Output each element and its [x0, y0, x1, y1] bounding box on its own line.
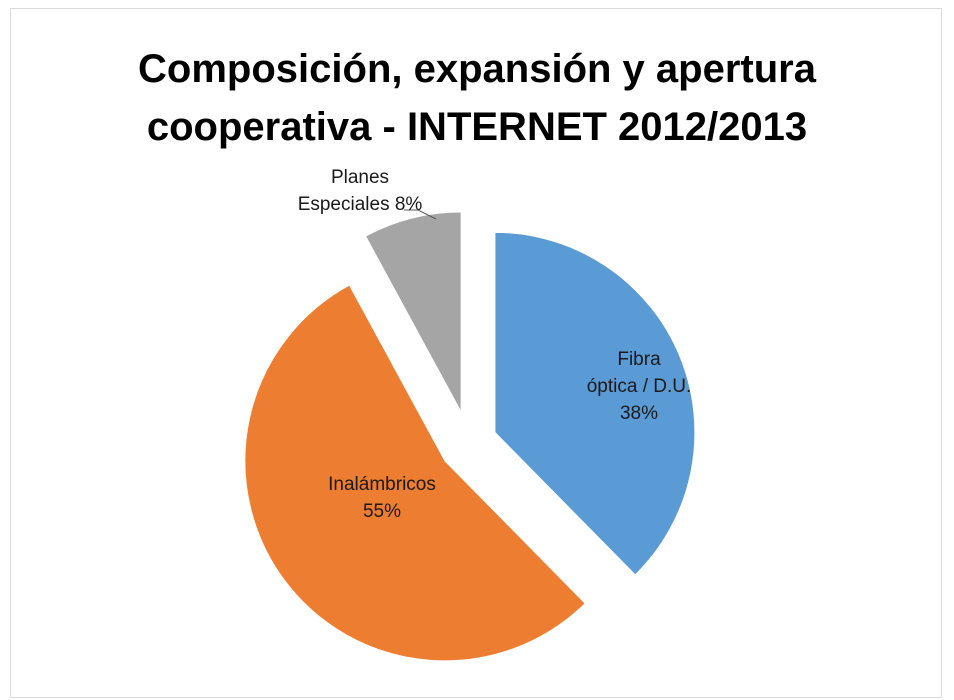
data-label-inalambricos: Inalámbricos 55%	[328, 474, 436, 522]
data-label-line: Inalámbricos	[328, 474, 436, 495]
data-label-line: 55%	[363, 501, 401, 522]
chart-title-line-1: Composición, expansión y apertura	[138, 47, 816, 91]
pie-slice-inalambricos	[244, 284, 586, 662]
data-label-line: Planes	[331, 167, 389, 188]
data-label-line: óptica / D.U.	[587, 376, 692, 397]
data-label-line: Especiales 8%	[298, 194, 423, 215]
chart-title: Composición, expansión y apertura cooper…	[0, 40, 954, 156]
data-label-line: Fibra	[617, 349, 661, 370]
data-label-fibra-optica: Fibra óptica / D.U. 38%	[587, 349, 692, 424]
leader-line-planes-especiales	[404, 209, 437, 220]
data-label-line: 38%	[620, 403, 658, 424]
pie-slice-planes-especiales	[364, 211, 462, 413]
pie-slice-fibra-optica	[494, 231, 696, 576]
data-label-planes-especiales: Planes Especiales 8%	[298, 167, 423, 215]
chart-title-line-2: cooperativa - INTERNET 2012/2013	[146, 105, 808, 149]
